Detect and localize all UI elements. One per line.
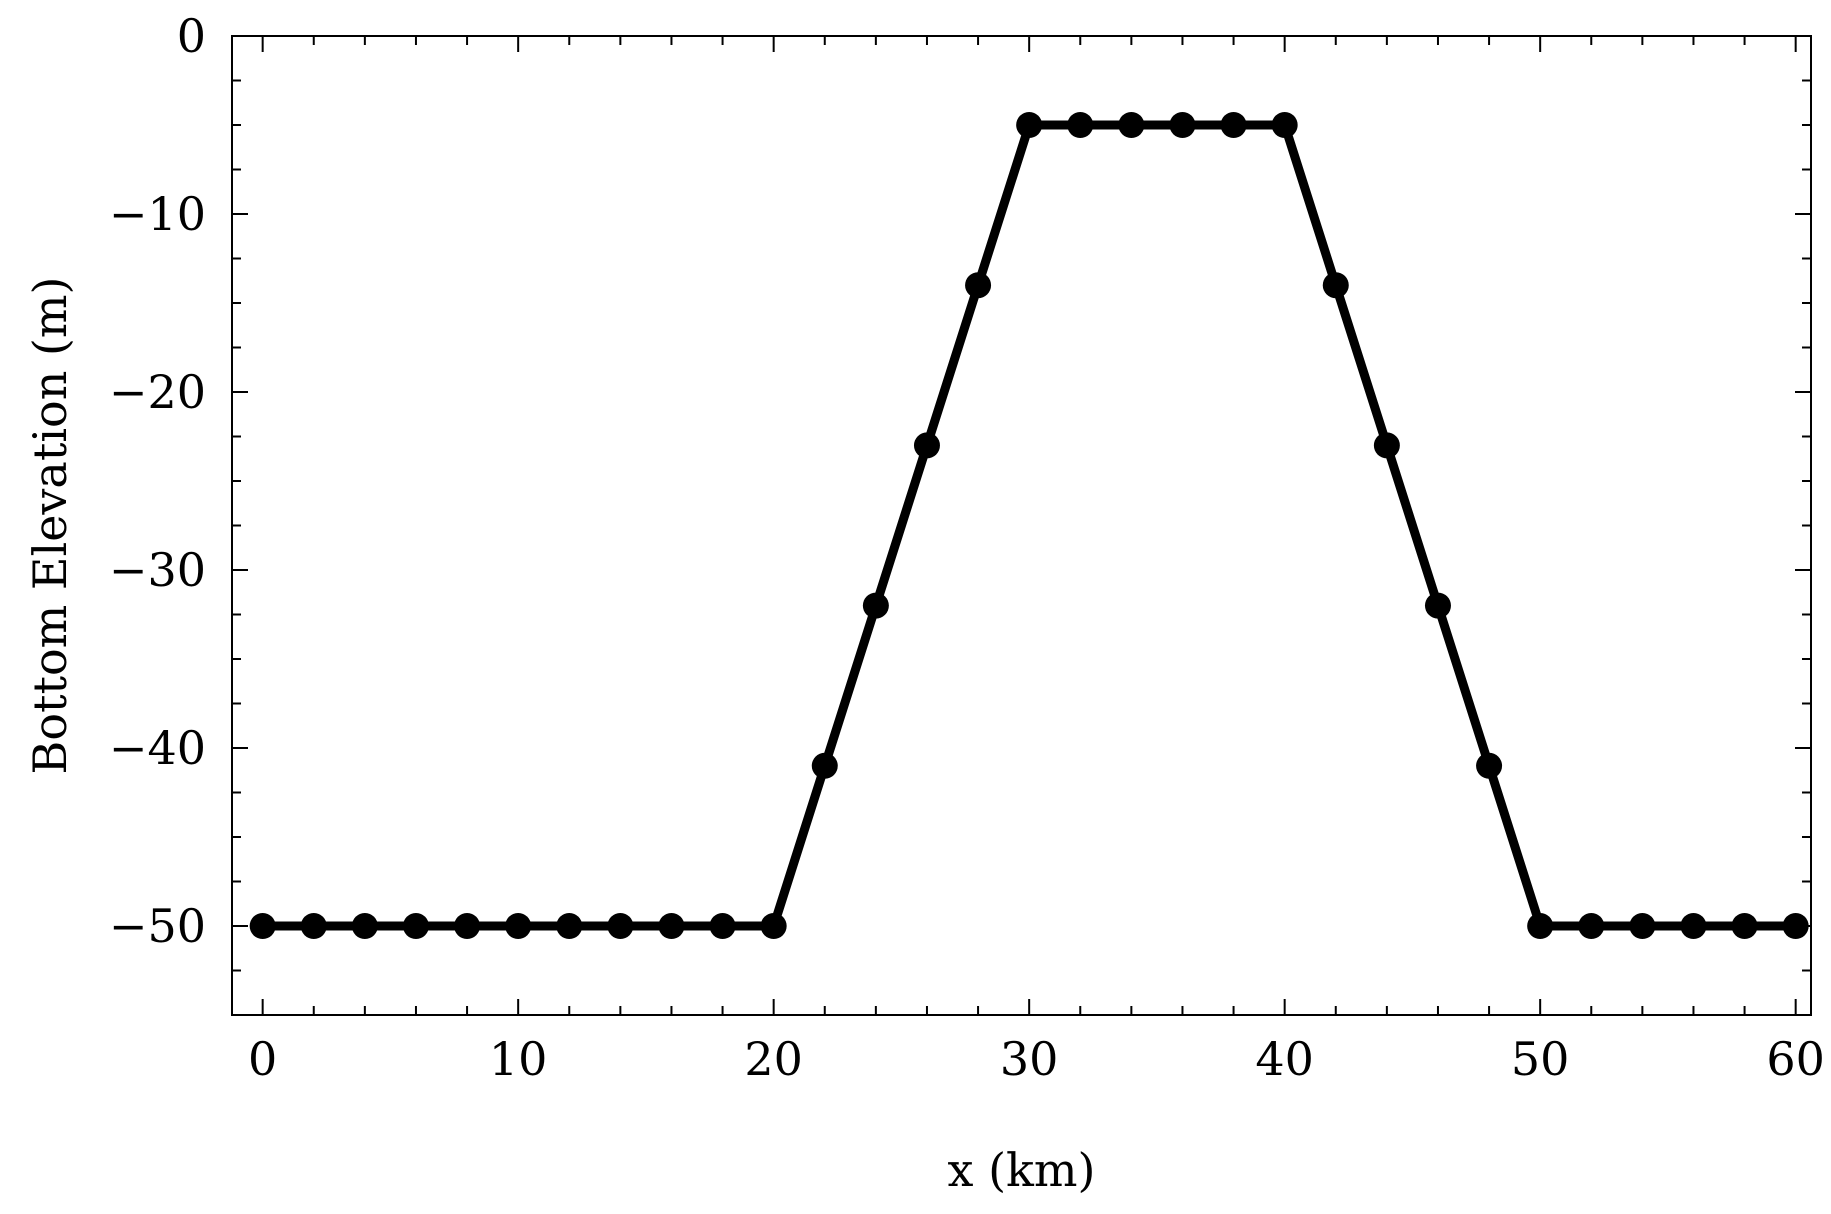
tick-labels: 0 10 20 30 40 50 60 0 −10 −20 −30 −40 −50	[109, 9, 1825, 1086]
x-tick-label: 0	[248, 1032, 277, 1086]
data-point	[862, 592, 889, 619]
data-point	[1629, 913, 1656, 939]
data-point	[1118, 112, 1145, 138]
x-tick-label: 50	[1511, 1032, 1570, 1086]
data-point	[402, 913, 429, 939]
data-point	[1680, 913, 1707, 939]
data-point	[1782, 913, 1809, 939]
axis-ticks	[232, 35, 1811, 1016]
data-point	[811, 752, 838, 779]
data-point	[505, 913, 532, 939]
data-point	[249, 913, 276, 939]
x-tick-label: 60	[1766, 1032, 1825, 1086]
x-tick-label: 20	[744, 1032, 803, 1086]
data-point	[965, 272, 992, 299]
data-point	[1731, 913, 1758, 939]
data-point	[1476, 752, 1503, 779]
series-markers	[249, 112, 1809, 939]
data-point	[351, 913, 378, 939]
y-tick-label: −20	[109, 365, 206, 419]
data-point	[1424, 592, 1451, 619]
x-tick-label: 30	[1000, 1032, 1059, 1086]
data-point	[1322, 272, 1349, 299]
data-point	[454, 913, 481, 939]
series-line	[262, 120, 1796, 931]
y-tick-label: −10	[109, 187, 206, 241]
data-point	[1067, 112, 1094, 138]
data-point	[1527, 913, 1554, 939]
y-tick-label: −50	[109, 899, 206, 953]
data-point	[556, 913, 583, 939]
data-point	[1578, 913, 1605, 939]
data-point	[709, 913, 736, 939]
data-point	[913, 432, 940, 459]
y-tick-label: 0	[177, 9, 206, 63]
y-axis-label: Bottom Elevation (m)	[23, 277, 77, 775]
y-tick-label: −40	[109, 721, 206, 775]
x-tick-label: 10	[489, 1032, 548, 1086]
data-point	[607, 913, 634, 939]
x-axis-label: x (km)	[948, 1143, 1096, 1197]
data-point	[1169, 112, 1196, 138]
data-point	[1016, 112, 1043, 138]
data-point	[1220, 112, 1247, 138]
data-point	[658, 913, 685, 939]
data-point	[1271, 112, 1298, 138]
x-tick-label: 40	[1255, 1032, 1314, 1086]
data-point	[1373, 432, 1400, 459]
y-tick-label: −30	[109, 543, 206, 597]
data-point	[300, 913, 327, 939]
data-point	[760, 913, 787, 939]
plot-frame	[231, 35, 1812, 1016]
